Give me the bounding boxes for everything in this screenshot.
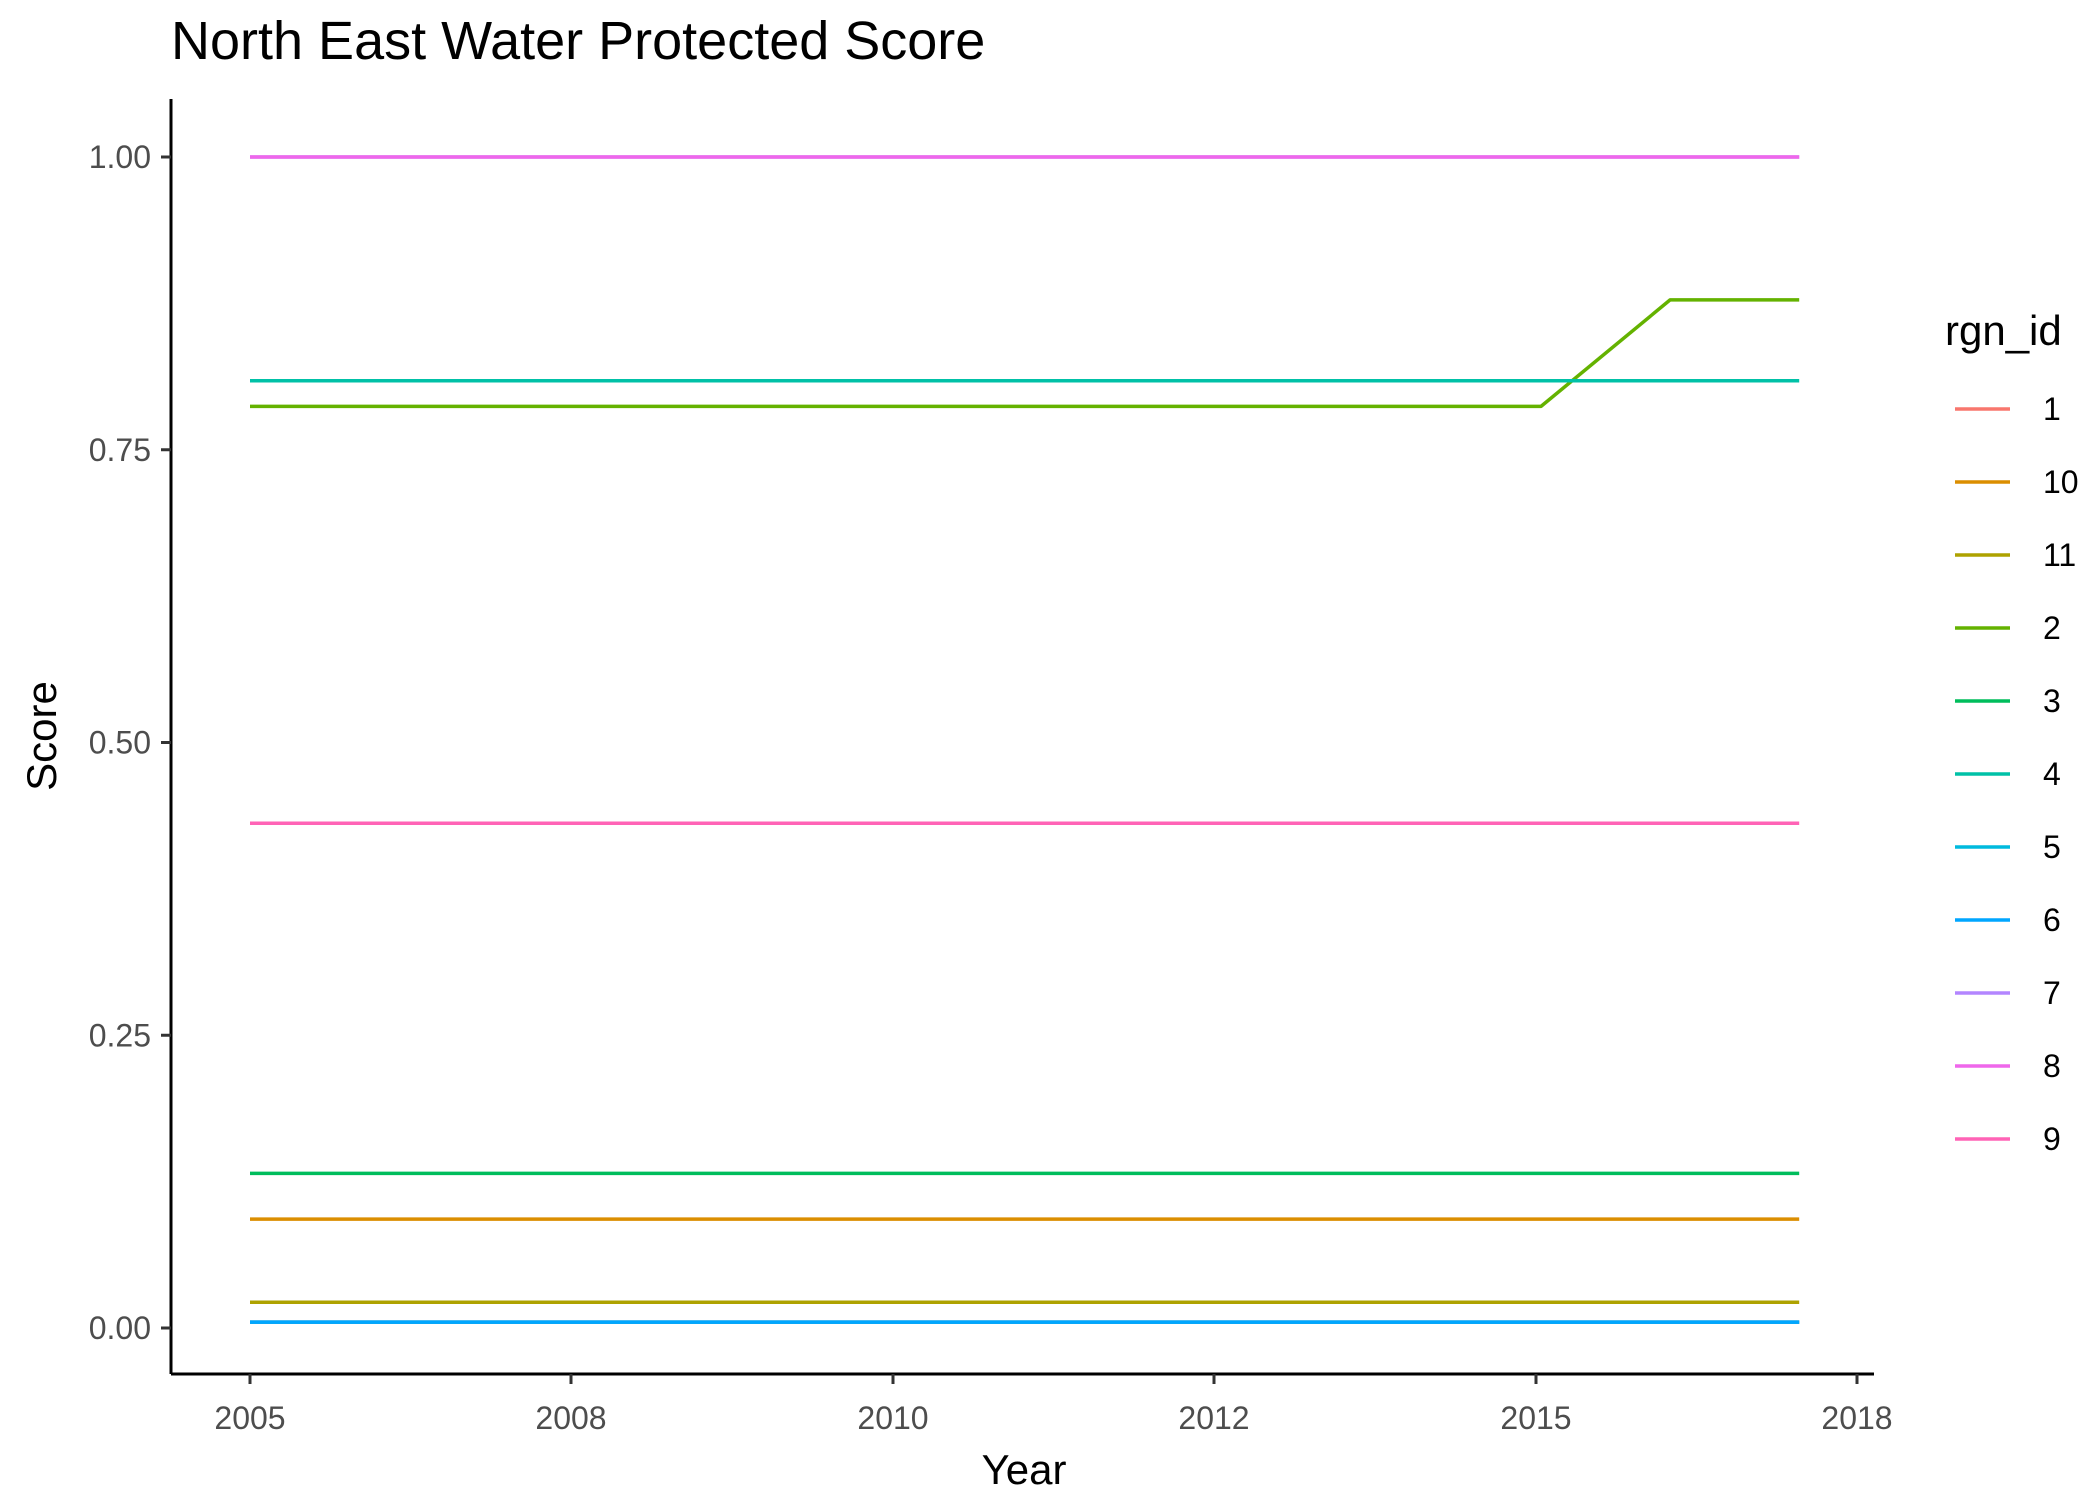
axes-layer [169,99,1874,1376]
y-tick-label: 1.00 [89,139,151,175]
legend-label: 9 [2043,1121,2061,1157]
legend-label: 10 [2043,464,2079,500]
legend-item-1: 1 [1955,391,2061,427]
legend-item-2: 2 [1955,610,2061,646]
y-axis-title: Score [18,681,65,791]
legend-label: 1 [2043,391,2061,427]
legend-label: 6 [2043,902,2061,938]
legend-label: 5 [2043,829,2061,865]
legend-item-3: 3 [1955,683,2061,719]
x-tick-label: 2018 [1821,1400,1892,1436]
x-axis-title: Year [982,1446,1067,1493]
x-tick-label: 2012 [1178,1400,1249,1436]
legend-label: 3 [2043,683,2061,719]
x-tick-label: 2005 [214,1400,285,1436]
legend: rgn_id 1 10 11 2 3 4 5 6 7 8 9 [1945,307,2079,1157]
legend-items: 1 10 11 2 3 4 5 6 7 8 9 [1955,391,2079,1157]
chart-title: North East Water Protected Score [171,11,986,71]
legend-item-5: 5 [1955,829,2061,865]
x-tick-label: 2010 [857,1400,928,1436]
y-tick-label: 0.75 [89,432,151,468]
legend-title: rgn_id [1945,307,2062,354]
x-tick-label: 2008 [535,1400,606,1436]
legend-item-4: 4 [1955,756,2061,792]
legend-item-6: 6 [1955,902,2061,938]
ticks-layer: 0.00 0.25 0.50 0.75 1.00 2005 2008 2010 2012 2015… [89,139,1893,1436]
legend-label: 7 [2043,975,2061,1011]
legend-label: 2 [2043,610,2061,646]
legend-label: 11 [2043,537,2076,573]
legend-item-9: 9 [1955,1121,2061,1157]
series-layer [250,155,1800,1324]
legend-label: 8 [2043,1048,2061,1084]
y-tick-label: 0.00 [89,1310,151,1346]
legend-label: 4 [2043,756,2061,792]
y-tick-label: 0.50 [89,725,151,761]
legend-item-10: 10 [1955,464,2079,500]
legend-item-11: 11 [1955,537,2076,573]
y-tick-label: 0.25 [89,1017,151,1053]
legend-item-8: 8 [1955,1048,2061,1084]
legend-item-7: 7 [1955,975,2061,1011]
series-line-2 [250,298,1800,409]
x-tick-label: 2015 [1500,1400,1571,1436]
